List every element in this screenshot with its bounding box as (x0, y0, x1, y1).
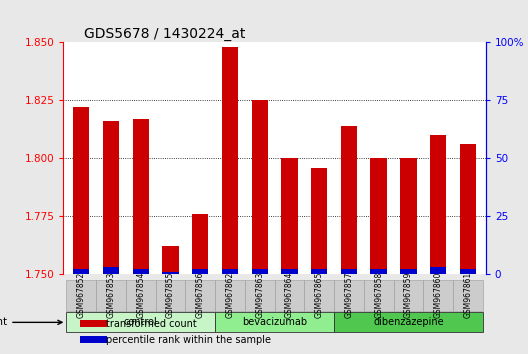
Bar (133, 119, 149, 274)
Bar (67, 280, 96, 310)
Bar (341, 269, 357, 274)
Bar (304, 280, 334, 310)
Bar (311, 269, 327, 274)
Text: GSM967863: GSM967863 (255, 272, 264, 318)
Bar (334, 312, 483, 332)
Bar (133, 269, 149, 274)
Text: agent: agent (0, 317, 62, 327)
Bar (393, 280, 423, 310)
Bar (215, 280, 245, 310)
Text: transformed count: transformed count (106, 319, 196, 329)
Text: percentile rank within the sample: percentile rank within the sample (106, 335, 271, 345)
Text: GSM967861: GSM967861 (464, 272, 473, 318)
Bar (245, 280, 275, 310)
Bar (215, 312, 334, 332)
Text: control: control (124, 317, 157, 327)
Bar (73, 269, 89, 274)
Text: bevacizumab: bevacizumab (242, 317, 307, 327)
Bar (73, 107, 89, 274)
Bar (400, 269, 417, 274)
Bar (423, 280, 453, 310)
Bar (192, 269, 209, 274)
Bar (80, 336, 107, 343)
Text: dibenzazepine: dibenzazepine (373, 317, 444, 327)
Bar (371, 269, 387, 274)
Bar (400, 158, 417, 274)
Bar (460, 144, 476, 274)
Text: GSM967865: GSM967865 (315, 272, 324, 318)
Bar (460, 269, 476, 274)
Text: GSM967858: GSM967858 (374, 272, 383, 318)
Bar (453, 280, 483, 310)
Bar (103, 267, 119, 274)
Bar (162, 246, 178, 274)
Bar (192, 214, 209, 274)
Text: GSM967860: GSM967860 (433, 272, 442, 318)
Text: GSM967856: GSM967856 (196, 272, 205, 318)
Bar (67, 312, 215, 332)
Bar (251, 269, 268, 274)
Text: GSM967852: GSM967852 (77, 272, 86, 318)
Text: GSM967859: GSM967859 (404, 272, 413, 318)
Text: GSM967854: GSM967854 (136, 272, 145, 318)
Bar (341, 126, 357, 274)
Text: GDS5678 / 1430224_at: GDS5678 / 1430224_at (84, 28, 246, 41)
Bar (371, 158, 387, 274)
Text: GSM967853: GSM967853 (107, 272, 116, 318)
Bar (364, 280, 393, 310)
Bar (222, 269, 238, 274)
Bar (156, 280, 185, 310)
Bar (334, 280, 364, 310)
Bar (430, 135, 446, 274)
Bar (281, 158, 298, 274)
Bar (311, 167, 327, 274)
Bar (162, 272, 178, 274)
Text: GSM967864: GSM967864 (285, 272, 294, 318)
Text: GSM967857: GSM967857 (344, 272, 353, 318)
Bar (185, 280, 215, 310)
Bar (103, 121, 119, 274)
Bar (251, 101, 268, 274)
Bar (430, 267, 446, 274)
Bar (281, 269, 298, 274)
Bar (222, 47, 238, 274)
Text: GSM967862: GSM967862 (225, 272, 234, 318)
Bar (275, 280, 304, 310)
Bar (126, 280, 156, 310)
Text: GSM967855: GSM967855 (166, 272, 175, 318)
Bar (96, 280, 126, 310)
Bar (80, 320, 107, 327)
